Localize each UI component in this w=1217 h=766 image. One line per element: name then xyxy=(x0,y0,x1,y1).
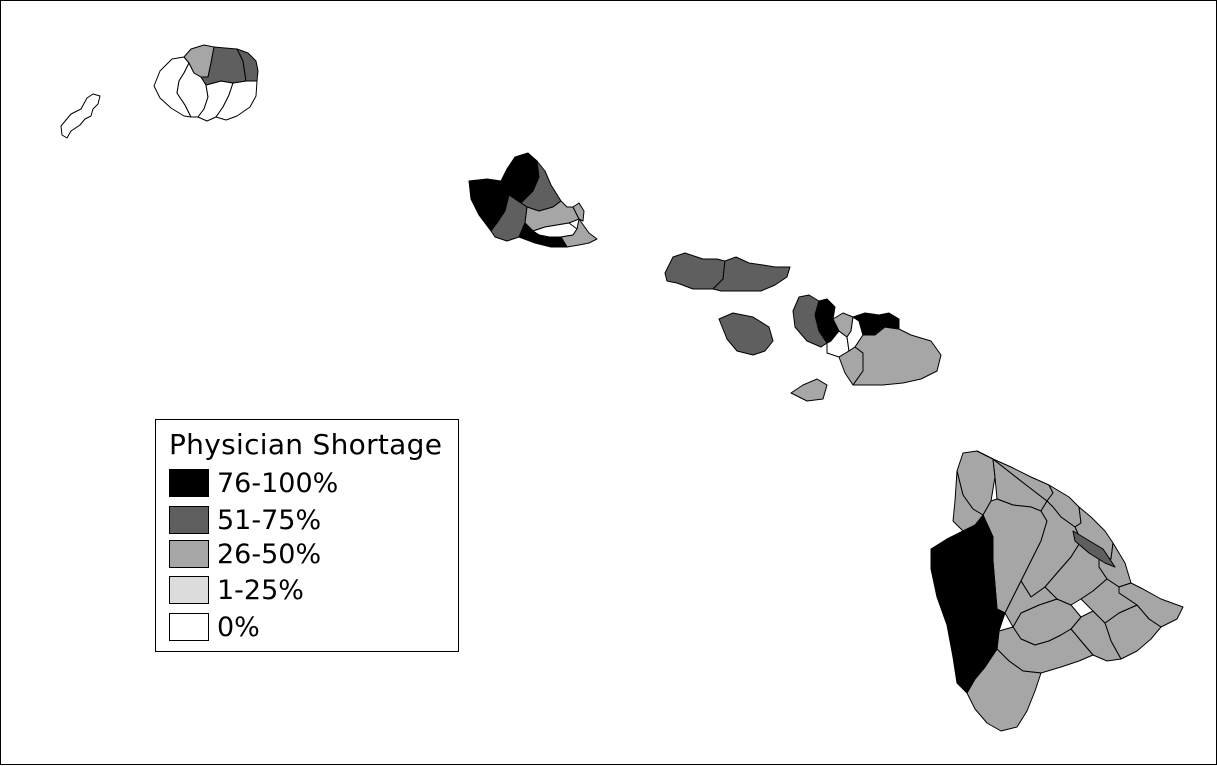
legend-swatch xyxy=(169,506,209,534)
legend-item: 26-50% xyxy=(169,538,321,570)
legend-item: 1-25% xyxy=(169,574,304,606)
lanai-region xyxy=(718,312,774,356)
legend-label: 76-100% xyxy=(217,467,339,499)
island-niihau xyxy=(60,93,101,139)
molokai-region xyxy=(664,252,726,290)
kahoolawe-region xyxy=(790,378,828,402)
oahu-region xyxy=(572,202,585,222)
hawaii-region xyxy=(1080,578,1138,624)
hawaii-region xyxy=(952,470,984,532)
legend-swatch xyxy=(169,613,209,641)
legend-item: 76-100% xyxy=(169,467,338,499)
maui-region xyxy=(878,312,900,330)
island-maui xyxy=(792,294,942,386)
legend-label: 26-50% xyxy=(217,538,322,570)
maui-region xyxy=(852,326,942,386)
island-molokai xyxy=(664,252,791,292)
oahu-region xyxy=(560,218,598,248)
legend-title: Physician Shortage xyxy=(169,428,443,461)
molokai-region xyxy=(712,256,791,292)
hawaii-region xyxy=(1072,530,1116,568)
legend-item: 0% xyxy=(169,611,260,643)
niihau-region xyxy=(60,93,101,139)
legend-swatch xyxy=(169,469,209,497)
legend-label: 51-75% xyxy=(217,504,322,536)
island-kahoolawe xyxy=(790,378,828,402)
kauai-region xyxy=(236,48,259,82)
kauai-region xyxy=(200,46,247,86)
legend-label: 1-25% xyxy=(217,574,304,606)
island-lanai xyxy=(718,312,774,356)
island-hawaii xyxy=(930,450,1184,732)
island-oahu xyxy=(468,152,598,248)
legend-item: 51-75% xyxy=(169,504,321,536)
oahu-region xyxy=(518,222,568,248)
legend-label: 0% xyxy=(217,611,260,643)
legend-swatch xyxy=(169,576,209,604)
hawaii-region xyxy=(1004,580,1058,628)
map-legend: Physician Shortage 76-100% 51-75% 26-50%… xyxy=(155,419,459,652)
legend-swatch xyxy=(169,540,209,568)
island-kauai xyxy=(153,44,259,122)
